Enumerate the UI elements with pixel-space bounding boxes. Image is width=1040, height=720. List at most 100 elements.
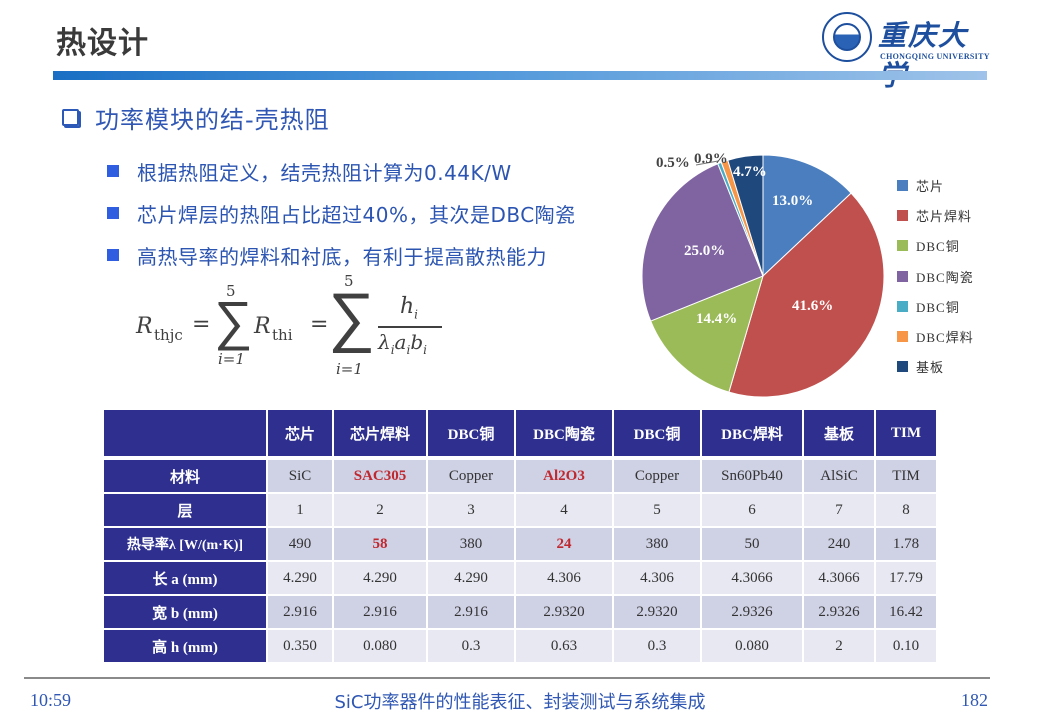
table-header-row: 芯片 芯片焊料 DBC铜 DBC陶瓷 DBC铜 DBC焊料 基板 TIM — [104, 410, 938, 460]
legend-item: 芯片 — [897, 170, 974, 200]
table-cell: 4.3066 — [804, 562, 876, 596]
formula-term-sub: thi — [272, 326, 293, 344]
table-cell: Copper — [428, 460, 516, 494]
fraction-numerator: hi — [400, 294, 419, 322]
bullet-list: 根据热阻定义，结壳热阻计算为0.44K/W 芯片焊层的热阻占比超过40%，其次是… — [107, 150, 576, 276]
row-label: 宽 b (mm) — [104, 596, 268, 630]
legend-item: 基板 — [897, 352, 974, 382]
table-cell: 4.306 — [614, 562, 702, 596]
table-header-cell: DBC铜 — [428, 410, 516, 460]
legend-label: DBC铜 — [916, 239, 960, 255]
table-header-cell: 基板 — [804, 410, 876, 460]
pie-svg — [641, 154, 885, 398]
table-row: 层 1 2 3 4 5 6 7 8 — [104, 494, 938, 528]
row-label: 材料 — [104, 460, 268, 494]
table-cell: 3 — [428, 494, 516, 528]
table-cell: 0.63 — [516, 630, 614, 664]
table-header-cell: DBC陶瓷 — [516, 410, 614, 460]
logo-name-en: CHONGQING UNIVERSITY — [880, 52, 990, 61]
pie-label-dbc-ceramic: 25.0% — [684, 243, 726, 259]
table-cell: 2.916 — [268, 596, 334, 630]
pie-slice — [727, 154, 764, 277]
section-heading: 功率模块的结-壳热阻 — [62, 100, 330, 135]
legend-label: DBC焊料 — [916, 330, 974, 346]
sum1-lower: i=1 — [218, 350, 245, 368]
legend-item: DBC铜 — [897, 291, 974, 321]
table-cell: 380 — [428, 528, 516, 562]
table-header-cell: 芯片 — [268, 410, 334, 460]
table-cell: 17.79 — [876, 562, 938, 596]
table-header-cell: DBC焊料 — [702, 410, 804, 460]
pie-label-chip-solder: 41.6% — [792, 298, 834, 314]
formula-lhs-sub: thjc — [154, 326, 183, 344]
legend-item: 芯片焊料 — [897, 200, 974, 230]
bullet-text: 高热导率的焊料和衬底，有利于提高散热能力 — [137, 244, 547, 269]
table-cell: 4 — [516, 494, 614, 528]
table-cell: 4.306 — [516, 562, 614, 596]
table-cell: 1 — [268, 494, 334, 528]
table-header-cell — [104, 410, 268, 460]
pie-slice — [650, 275, 764, 393]
table-cell: 4.290 — [268, 562, 334, 596]
pie-slice — [728, 192, 885, 398]
legend-label: DBC陶瓷 — [916, 269, 974, 285]
legend-swatch — [897, 240, 908, 252]
fraction-denominator: λiaibi — [378, 330, 427, 357]
table-cell: 0.3 — [614, 630, 702, 664]
table-cell: TIM — [876, 460, 938, 494]
table-cell: 16.42 — [876, 596, 938, 630]
slide-title: 热设计 — [56, 26, 149, 61]
legend-label: DBC铜 — [916, 299, 960, 315]
table-cell: 1.78 — [876, 528, 938, 562]
legend-swatch — [897, 331, 908, 343]
formula-equals-2: = — [310, 312, 329, 337]
table-row: 长 a (mm) 4.290 4.290 4.290 4.306 4.306 4… — [104, 562, 938, 596]
legend-item: DBC铜 — [897, 231, 974, 261]
row-label: 高 h (mm) — [104, 630, 268, 664]
table-cell: 380 — [614, 528, 702, 562]
row-label: 长 a (mm) — [104, 562, 268, 596]
table-cell: 2.9326 — [804, 596, 876, 630]
table-cell: 50 — [702, 528, 804, 562]
square-bullet-icon — [107, 207, 119, 219]
legend-swatch — [897, 270, 908, 282]
table-cell: 2 — [804, 630, 876, 664]
pie-slice — [762, 154, 852, 278]
legend-item: DBC陶瓷 — [897, 261, 974, 291]
table-cell: 7 — [804, 494, 876, 528]
pie-label-dbc-solder: 0.9% — [694, 151, 728, 167]
pie-label-dbc-copper-2: 0.5% — [656, 155, 690, 171]
table-cell: 240 — [804, 528, 876, 562]
table-cell: 2.9320 — [516, 596, 614, 630]
bullet-text: 芯片焊层的热阻占比超过40%，其次是DBC陶瓷 — [137, 202, 576, 227]
table-header-cell: 芯片焊料 — [334, 410, 428, 460]
legend-label: 芯片 — [916, 178, 945, 194]
formula-term: R — [254, 314, 271, 339]
legend-swatch — [897, 300, 908, 312]
table-cell: 0.10 — [876, 630, 938, 664]
table-cell: 2.9320 — [614, 596, 702, 630]
pie-legend: 芯片 芯片焊料 DBC铜 DBC陶瓷 DBC铜 DBC焊料 基板 — [897, 170, 974, 382]
fraction-bar — [378, 326, 442, 328]
pie-slice — [641, 163, 764, 322]
table-cell: 2.916 — [428, 596, 516, 630]
legend-swatch — [897, 361, 908, 373]
legend-label: 芯片焊料 — [916, 208, 973, 224]
table-cell: 4.290 — [334, 562, 428, 596]
sum2-lower: i=1 — [336, 360, 363, 378]
formula-lhs: R — [136, 314, 153, 339]
table-cell: Sn60Pb40 — [702, 460, 804, 494]
footer-title: SiC功率器件的性能表征、封装测试与系统集成 — [334, 692, 706, 713]
table-cell-highlight: Al2O3 — [516, 460, 614, 494]
thermal-resistance-pie-chart: 13.0% 41.6% 14.4% 25.0% 0.5% 0.9% 4.7% — [640, 151, 886, 399]
thermal-resistance-formula: R thjc = 5 ∑ i=1 R thi = 5 ∑ i=1 hi λiai… — [134, 272, 454, 382]
footer-time: 10:59 — [30, 690, 72, 710]
pie-label-dbc-copper: 14.4% — [696, 311, 738, 327]
layer-parameters-table: 芯片 芯片焊料 DBC铜 DBC陶瓷 DBC铜 DBC焊料 基板 TIM 材料 … — [104, 410, 938, 664]
table-cell: 490 — [268, 528, 334, 562]
table-cell: 6 — [702, 494, 804, 528]
title-divider-bar — [53, 71, 987, 80]
legend-swatch — [897, 179, 908, 191]
table-cell: 0.350 — [268, 630, 334, 664]
table-row: 宽 b (mm) 2.916 2.916 2.916 2.9320 2.9320… — [104, 596, 938, 630]
